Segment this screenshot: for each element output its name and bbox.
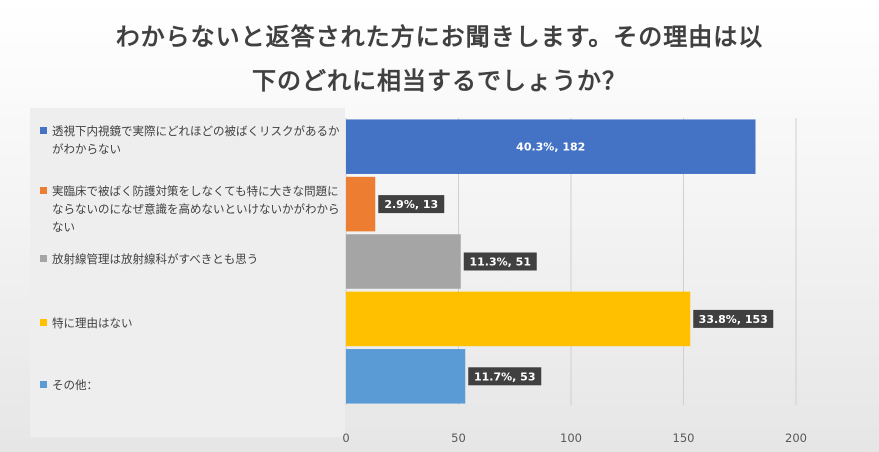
legend-label-4: その他： [52,378,98,392]
legend-item-3: 特に理由はない [40,314,340,332]
data-label-text-0: 40.3%, 182 [516,141,585,154]
data-label-box-1 [378,195,445,214]
bar-3 [346,291,691,347]
data-label-0: 40.3%, 182 [516,141,585,154]
data-label-box-3 [693,309,774,328]
legend-swatch-4 [40,381,47,388]
legend-item-4: その他： [40,376,340,394]
legend-label-3: 特に理由はない [52,316,133,330]
data-label-text-2: 11.3%, 51 [470,256,531,269]
bar-0 [346,119,756,174]
data-label-2: 11.3%, 51 [463,252,537,271]
x-axis-ticks: 0 50 100 150 200 [342,431,807,445]
legend-label-2: 放射線管理は放射線科がすべきとも思う [52,252,259,266]
bar-4 [346,349,466,404]
data-label-text-3: 33.8%, 153 [699,313,768,326]
data-labels: 40.3%, 182 2.9%, 13 11.3%, 51 33.8%, 153 11.… [378,141,774,386]
data-label-text-4: 11.7%, 53 [474,370,535,383]
data-label-box-4 [468,367,542,386]
legend-item-1: 実臨床で被ばく防護対策をしなくても特に大きな問題にならないのになぜ意識を高めない… [40,182,340,236]
legend-label-0: 透視下内視鏡で実際にどれほどの被ばくリスクがあるかがわからない [52,124,340,156]
legend-swatch-1 [40,187,47,194]
data-label-4: 11.7%, 53 [468,367,542,386]
data-label-text-1: 2.9%, 13 [384,198,438,211]
x-tick-label-4: 200 [785,431,807,445]
legend: 透視下内視鏡で実際にどれほどの被ばくリスクがあるかがわからない 実臨床で被ばく防… [30,108,345,437]
chart-title-line-2: 下のどれに相当するでしょうか？ [252,67,627,95]
legend-swatch-2 [40,255,47,262]
chart-title-line-1: わからないと返答された方にお聞きします。その理由は以 [115,23,764,51]
bar-1 [346,176,376,232]
bars [346,119,756,404]
data-label-3: 33.8%, 153 [693,309,774,328]
x-tick-label-3: 150 [673,431,695,445]
x-tick-label-2: 100 [560,431,582,445]
bar-2 [346,234,461,289]
data-label-box-2 [463,252,537,271]
data-label-1: 2.9%, 13 [378,195,445,214]
legend-swatch-3 [40,319,47,326]
legend-swatch-0 [40,127,47,134]
x-tick-label-0: 0 [342,431,349,445]
legend-item-0: 透視下内視鏡で実際にどれほどの被ばくリスクがあるかがわからない [40,122,340,158]
x-tick-label-1: 50 [451,431,466,445]
legend-label-1: 実臨床で被ばく防護対策をしなくても特に大きな問題にならないのになぜ意識を高めない… [52,184,340,234]
legend-item-2: 放射線管理は放射線科がすべきとも思う [40,250,340,268]
